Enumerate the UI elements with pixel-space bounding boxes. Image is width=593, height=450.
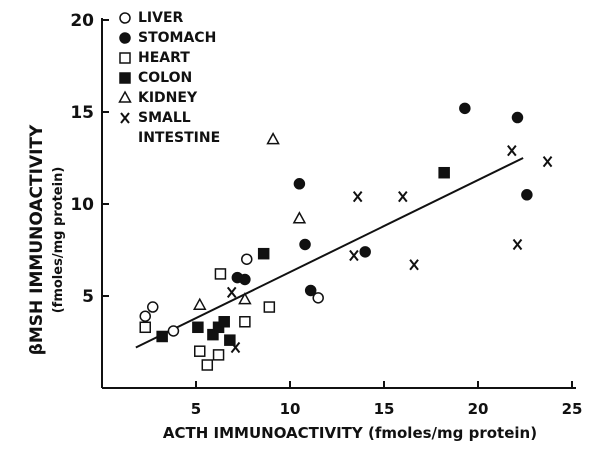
legend-label: LIVER [138, 10, 184, 26]
point [512, 238, 523, 251]
point [230, 341, 241, 354]
point [201, 359, 214, 371]
point [218, 316, 230, 328]
point [224, 334, 236, 346]
point [167, 325, 180, 337]
point [312, 292, 324, 304]
point [156, 330, 168, 343]
point [147, 301, 159, 313]
point [352, 191, 363, 203]
point [120, 112, 130, 124]
legend-marker [119, 52, 131, 64]
legend-label: KIDNEY [138, 90, 198, 106]
point [241, 253, 253, 265]
x-axis-label: ACTH IMMUNOACTIVITY (fmoles/mg protein) [163, 424, 537, 442]
point [119, 32, 131, 44]
legend-label: COLON [138, 70, 193, 86]
y-tick-label: 20 [70, 11, 94, 31]
legend-label: SMALL INTESTINE [138, 110, 221, 146]
point [192, 297, 207, 310]
point [438, 166, 450, 179]
point [257, 247, 270, 260]
legend-item: HEART [118, 48, 258, 68]
legend-label: STOMACH [138, 30, 217, 46]
point [542, 156, 553, 168]
point [214, 268, 227, 280]
legend-item: LIVER [118, 8, 258, 28]
point [226, 286, 237, 298]
point [507, 145, 517, 157]
point [459, 102, 471, 115]
legend-label: HEART [138, 50, 190, 66]
legend-item: COLON [118, 68, 258, 88]
point [511, 111, 524, 124]
y-tick-label: 15 [70, 103, 94, 123]
point [349, 249, 359, 262]
point [239, 316, 251, 328]
legend-marker [120, 112, 130, 124]
point [212, 349, 225, 361]
point [398, 191, 408, 203]
x-tick-label: 5 [191, 400, 201, 418]
point [192, 321, 204, 334]
fit-line [135, 157, 524, 349]
legend-marker [119, 12, 131, 24]
point [119, 72, 131, 84]
point [359, 246, 371, 258]
y-tick-label: 5 [82, 287, 94, 307]
legend-marker [119, 32, 131, 44]
y-axis-label: βMSH IMMUNOACTIVITY [27, 124, 47, 355]
point [293, 178, 306, 190]
point [292, 211, 307, 224]
point [299, 238, 311, 251]
point [194, 345, 206, 357]
point [521, 189, 533, 201]
x-tick-label: 25 [562, 400, 583, 418]
point [119, 12, 131, 24]
point [304, 284, 317, 297]
x-tick-label: 10 [280, 400, 301, 418]
legend-marker [119, 72, 131, 84]
legend-marker [118, 90, 132, 103]
point [119, 52, 131, 64]
x-tick-label: 20 [468, 400, 489, 418]
point [239, 273, 251, 286]
legend-item: STOMACH [118, 28, 258, 48]
legend-item: KIDNEY [118, 88, 258, 108]
legend-item: SMALL INTESTINE [118, 108, 258, 146]
point [139, 310, 151, 322]
point [139, 321, 151, 334]
point [238, 292, 252, 305]
point [263, 301, 276, 313]
legend: LIVER STOMACH HEART COLON KIDNEY SMALL INTEST… [118, 8, 258, 146]
point [266, 132, 280, 145]
y-tick-label: 10 [70, 195, 94, 215]
point [409, 259, 419, 271]
point [118, 90, 132, 103]
x-tick-label: 15 [374, 400, 395, 418]
y-axis-label: (fmoles/mg protein) [51, 167, 66, 314]
